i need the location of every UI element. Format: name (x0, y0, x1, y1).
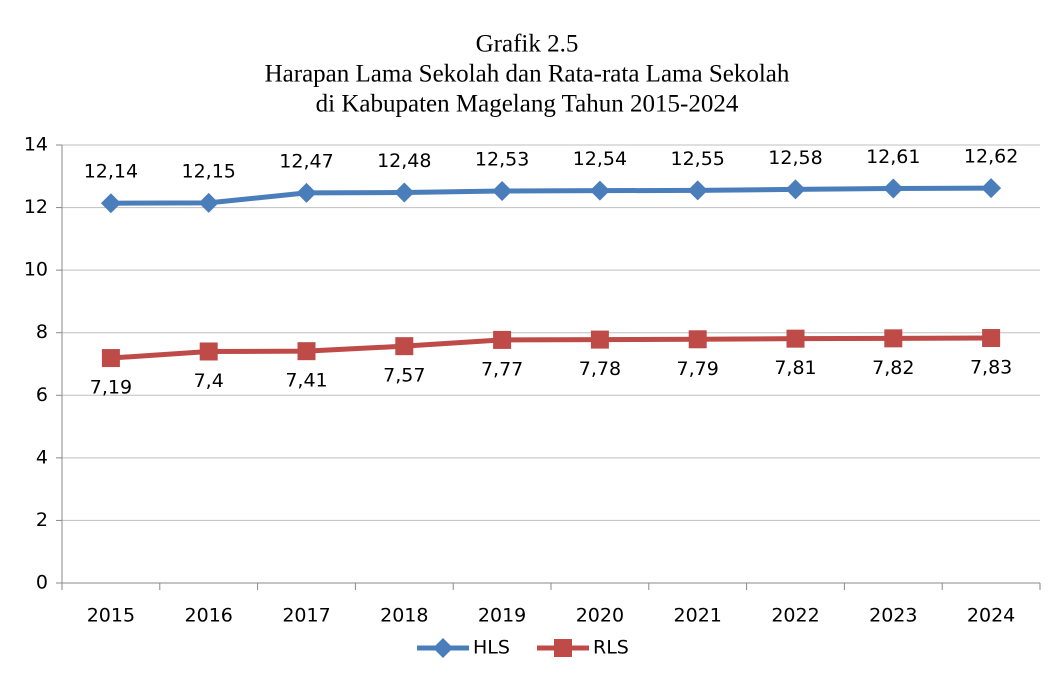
y-tick-label: 4 (36, 446, 48, 468)
data-point (982, 329, 1001, 348)
data-label: 7,57 (383, 365, 425, 387)
data-label: 12,48 (377, 150, 431, 172)
data-label: 7,77 (481, 358, 523, 380)
data-point (785, 179, 806, 200)
data-label: 12,53 (475, 148, 529, 170)
data-label: 7,78 (579, 358, 621, 380)
x-tick-label: 2022 (771, 605, 819, 627)
legend-marker (433, 638, 453, 658)
x-tick-label: 2017 (282, 605, 330, 627)
data-point (883, 178, 904, 199)
chart-title: di Kabupaten Magelang Tahun 2015-2024 (316, 91, 739, 118)
data-point (492, 180, 513, 201)
y-tick-label: 6 (36, 384, 48, 406)
data-point (198, 192, 219, 213)
data-label: 7,81 (774, 357, 816, 379)
data-point (101, 349, 120, 368)
data-label: 12,15 (181, 160, 235, 182)
x-tick-label: 2019 (478, 605, 526, 627)
data-label: 12,55 (670, 148, 724, 170)
legend-label: RLS (593, 637, 629, 659)
data-label: 12,14 (84, 161, 138, 183)
data-label: 7,4 (194, 370, 224, 392)
data-point (981, 178, 1002, 199)
y-tick-label: 12 (24, 196, 48, 218)
data-label: 7,79 (677, 358, 719, 380)
y-tick-label: 2 (36, 509, 48, 531)
data-point (199, 342, 218, 361)
data-label: 12,47 (279, 150, 333, 172)
data-point (100, 193, 121, 214)
data-point (493, 330, 512, 349)
legend-marker (554, 639, 572, 657)
chart-title: Grafik 2.5 (476, 31, 579, 58)
data-label: 12,54 (573, 148, 627, 170)
x-tick-label: 2020 (576, 605, 624, 627)
data-label: 7,83 (970, 357, 1012, 379)
y-tick-label: 10 (24, 259, 48, 281)
x-tick-label: 2021 (674, 605, 722, 627)
x-tick-label: 2018 (380, 605, 428, 627)
data-point (688, 330, 707, 349)
data-label: 12,62 (964, 146, 1018, 168)
data-point (395, 337, 414, 356)
y-tick-label: 8 (36, 321, 48, 343)
x-tick-label: 2023 (869, 605, 917, 627)
data-point (297, 342, 316, 361)
data-label: 12,58 (768, 147, 822, 169)
data-point (884, 329, 903, 348)
data-label: 12,61 (866, 146, 920, 168)
series-line (110, 335, 992, 361)
x-tick-label: 2024 (967, 605, 1015, 627)
data-label: 7,82 (872, 357, 914, 379)
legend-label: HLS (473, 637, 510, 659)
data-point (394, 182, 415, 203)
data-label: 7,41 (285, 370, 327, 392)
data-point (786, 329, 805, 348)
data-point (590, 330, 609, 349)
data-point (296, 182, 317, 203)
data-point (687, 180, 708, 201)
data-point (589, 180, 610, 201)
x-tick-label: 2015 (87, 605, 135, 627)
x-tick-label: 2016 (185, 605, 233, 627)
data-label: 7,19 (90, 377, 132, 399)
chart-title: Harapan Lama Sekolah dan Rata-rata Lama … (265, 61, 790, 88)
series-line (110, 185, 992, 206)
y-tick-label: 14 (24, 134, 48, 156)
y-tick-label: 0 (36, 572, 48, 594)
